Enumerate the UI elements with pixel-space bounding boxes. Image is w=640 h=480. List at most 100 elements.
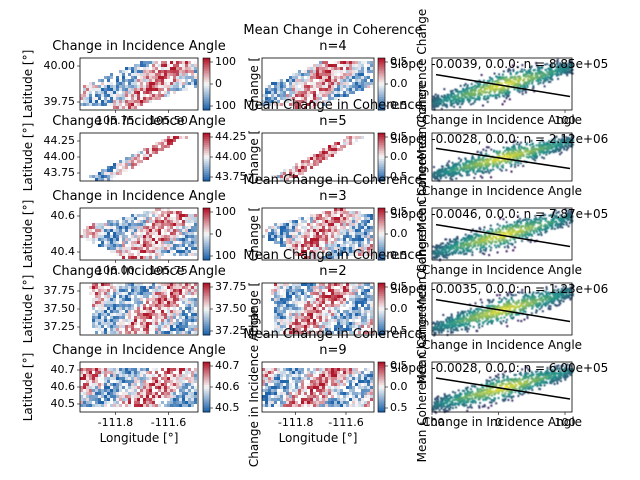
data-cell: [307, 232, 310, 235]
data-cell: [140, 235, 143, 238]
data-cell: [349, 61, 352, 64]
data-cell: [325, 220, 328, 223]
data-cell: [310, 106, 313, 109]
density-point: [482, 229, 485, 232]
data-cell: [304, 235, 307, 238]
density-point: [532, 151, 535, 154]
data-cell: [310, 244, 313, 247]
density-point: [479, 170, 482, 173]
data-cell: [176, 301, 179, 304]
data-cell: [191, 286, 194, 289]
data-cell: [104, 244, 107, 247]
density-point: [507, 68, 510, 71]
density-point: [438, 103, 441, 106]
data-cell: [149, 79, 152, 82]
density-point: [501, 77, 504, 80]
data-cell: [161, 85, 164, 88]
data-cell: [143, 91, 146, 94]
data-cell: [182, 298, 185, 301]
colorbar-step: [378, 58, 385, 61]
density-point: [466, 235, 469, 238]
colorbar-step: [378, 73, 385, 76]
density-point: [466, 90, 469, 93]
density-point: [449, 104, 452, 107]
data-cell: [122, 217, 125, 220]
data-cell: [107, 301, 110, 304]
data-cell: [325, 100, 328, 103]
density-point: [515, 72, 518, 75]
data-cell: [110, 82, 113, 85]
data-cell: [107, 244, 110, 247]
density-point: [512, 68, 515, 71]
density-point: [557, 65, 560, 68]
data-cell: [352, 220, 355, 223]
data-cell: [322, 76, 325, 79]
density-point: [538, 227, 541, 230]
density-point: [530, 77, 533, 80]
data-cell: [128, 94, 131, 97]
density-point: [517, 146, 520, 149]
density-point: [556, 60, 559, 63]
data-cell: [95, 283, 98, 286]
data-cell: [131, 214, 134, 217]
data-cell: [125, 301, 128, 304]
data-cell: [337, 235, 340, 238]
data-cell: [119, 79, 122, 82]
density-point: [548, 76, 551, 79]
data-cell: [283, 226, 286, 229]
data-cell: [125, 238, 128, 241]
subplot-heatmap: [77, 207, 213, 263]
data-cell: [107, 91, 110, 94]
density-point: [455, 101, 458, 104]
data-cell: [131, 73, 134, 76]
density-point: [437, 97, 440, 100]
data-cell: [283, 223, 286, 226]
data-cell: [164, 79, 167, 82]
data-cell: [86, 238, 89, 241]
data-cell: [274, 94, 277, 97]
data-cell: [292, 226, 295, 229]
data-cell: [122, 256, 125, 259]
colorbar-step: [378, 139, 385, 142]
density-point: [464, 95, 467, 98]
data-cell: [167, 229, 170, 232]
data-cell: [349, 211, 352, 214]
data-cell: [280, 241, 283, 244]
data-cell: [319, 88, 322, 91]
data-cell: [191, 235, 194, 238]
data-cell: [277, 232, 280, 235]
data-cell: [95, 178, 98, 181]
data-cell: [113, 304, 116, 307]
data-cell: [331, 211, 334, 214]
colorbar-step: [203, 92, 210, 96]
data-cell: [307, 229, 310, 232]
density-point: [544, 76, 547, 79]
data-cell: [116, 241, 119, 244]
data-cell: [370, 79, 373, 82]
density-point: [499, 242, 502, 245]
data-cell: [292, 223, 295, 226]
data-cell: [137, 244, 140, 247]
data-cell: [113, 172, 116, 175]
density-point: [439, 177, 442, 180]
density-point: [484, 161, 487, 164]
data-cell: [167, 208, 170, 211]
data-cell: [101, 286, 104, 289]
data-cell: [292, 100, 295, 103]
data-cell: [98, 94, 101, 97]
density-point: [514, 160, 517, 163]
data-cell: [176, 292, 179, 295]
data-cell: [167, 247, 170, 250]
data-cell: [322, 220, 325, 223]
data-cell: [122, 100, 125, 103]
colorbar-step: [378, 135, 385, 138]
density-point: [454, 88, 457, 91]
density-point: [438, 172, 441, 175]
density-point: [549, 69, 552, 72]
colorbar-step: [378, 94, 385, 98]
density-point: [495, 87, 498, 90]
data-cell: [131, 238, 134, 241]
data-cell: [158, 301, 161, 304]
data-cell: [301, 97, 304, 100]
density-point: [455, 89, 458, 92]
